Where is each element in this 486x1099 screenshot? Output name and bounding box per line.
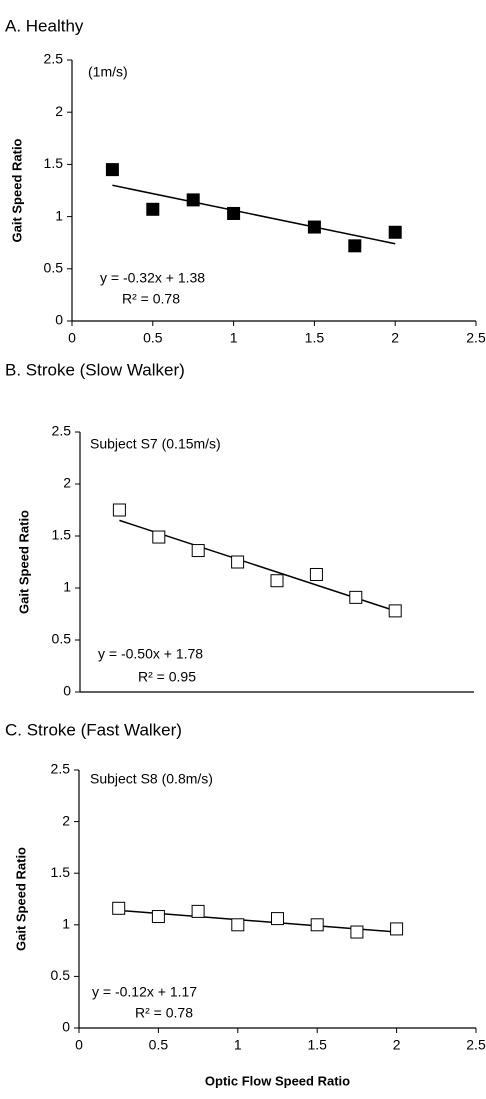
x-tick-label: 2.5 bbox=[466, 1037, 486, 1053]
data-point bbox=[186, 193, 200, 207]
r-squared: R² = 0.78 bbox=[135, 1005, 193, 1021]
data-point bbox=[152, 530, 166, 544]
x-tick-label: 0 bbox=[68, 330, 76, 346]
data-point bbox=[350, 925, 364, 939]
x-tick-label: 0 bbox=[75, 1037, 83, 1053]
x-tick-label: 0.5 bbox=[149, 1037, 169, 1053]
trendline bbox=[118, 909, 397, 933]
data-point bbox=[227, 206, 241, 220]
panel-title: A. Healthy bbox=[5, 16, 84, 35]
y-tick-label: 2 bbox=[63, 475, 71, 491]
data-point bbox=[307, 220, 321, 234]
y-tick-label: 1.5 bbox=[44, 155, 64, 171]
x-tick-label: 1 bbox=[230, 330, 238, 346]
r-squared: R² = 0.78 bbox=[122, 291, 180, 307]
panel-title: C. Stroke (Fast Walker) bbox=[5, 720, 182, 739]
x-tick-label: 2 bbox=[391, 330, 399, 346]
x-tick-label: 1.5 bbox=[305, 330, 325, 346]
data-point bbox=[271, 912, 284, 926]
r-squared: R² = 0.95 bbox=[138, 669, 196, 685]
data-point bbox=[310, 918, 324, 932]
y-axis-label: Gait Speed Ratio bbox=[9, 138, 24, 242]
data-point bbox=[146, 202, 160, 216]
x-tick-label: 2.5 bbox=[466, 330, 486, 346]
y-tick-label: 0.5 bbox=[51, 967, 71, 983]
data-point bbox=[388, 604, 402, 618]
trendline bbox=[112, 184, 396, 245]
data-point bbox=[112, 901, 126, 915]
data-point bbox=[349, 590, 363, 604]
data-point bbox=[112, 503, 126, 517]
y-tick-label: 1 bbox=[62, 916, 70, 932]
y-tick-label: 2.5 bbox=[44, 51, 64, 67]
data-point bbox=[105, 163, 119, 177]
data-point bbox=[309, 567, 323, 581]
x-tick-label: 0.5 bbox=[143, 330, 163, 346]
y-tick-label: 2 bbox=[62, 812, 70, 828]
annotation: Subject S8 (0.8m/s) bbox=[90, 771, 213, 787]
y-tick-label: 1.5 bbox=[51, 864, 71, 880]
y-tick-label: 1 bbox=[55, 207, 63, 223]
data-point bbox=[231, 555, 245, 569]
x-tick-label: 2 bbox=[393, 1037, 401, 1053]
x-axis-label: Optic Flow Speed Ratio bbox=[205, 1073, 350, 1088]
y-tick-label: 0 bbox=[63, 683, 71, 699]
data-point bbox=[390, 922, 404, 936]
panel-title: B. Stroke (Slow Walker) bbox=[5, 360, 185, 379]
y-tick-label: 0.5 bbox=[44, 260, 64, 276]
equation: y = -0.32x + 1.38 bbox=[100, 270, 205, 286]
annotation: (1m/s) bbox=[88, 64, 128, 80]
equation: y = -0.12x + 1.17 bbox=[92, 984, 197, 1000]
y-tick-label: 0.5 bbox=[52, 631, 72, 647]
y-tick-label: 1 bbox=[63, 579, 71, 595]
trendline bbox=[119, 519, 396, 612]
equation: y = -0.50x + 1.78 bbox=[98, 646, 203, 662]
data-point bbox=[151, 910, 165, 924]
data-point bbox=[231, 918, 245, 932]
y-tick-label: 0 bbox=[62, 1019, 70, 1035]
data-point bbox=[191, 904, 205, 918]
y-tick-label: 2 bbox=[55, 103, 63, 119]
y-tick-label: 2.5 bbox=[52, 423, 72, 439]
y-tick-label: 0 bbox=[55, 312, 63, 328]
data-point bbox=[388, 225, 402, 239]
y-tick-label: 1.5 bbox=[52, 527, 72, 543]
x-tick-label: 1.5 bbox=[307, 1037, 327, 1053]
data-point bbox=[270, 574, 284, 588]
y-tick-label: 2.5 bbox=[51, 761, 71, 777]
data-point bbox=[348, 239, 362, 253]
x-tick-label: 1 bbox=[234, 1037, 242, 1053]
y-axis-label: Gait Speed Ratio bbox=[16, 510, 31, 614]
annotation: Subject S7 (0.15m/s) bbox=[90, 436, 221, 452]
y-axis-label: Gait Speed Ratio bbox=[13, 847, 28, 951]
data-point bbox=[191, 544, 205, 558]
